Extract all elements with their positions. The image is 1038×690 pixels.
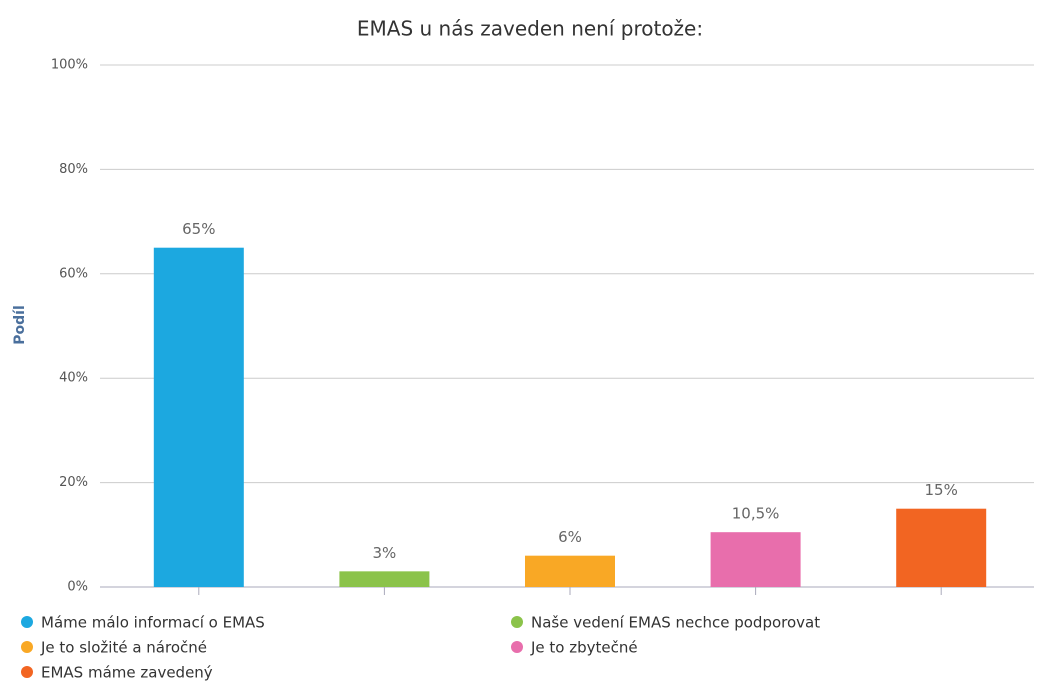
bar xyxy=(339,571,430,587)
value-label: 10,5% xyxy=(732,505,780,523)
value-label: 15% xyxy=(925,481,958,499)
bar xyxy=(896,508,987,587)
legend-label: Je to složité a náročné xyxy=(40,639,207,657)
y-tick-label: 80% xyxy=(59,162,88,177)
legend-label: EMAS máme zavedený xyxy=(41,664,213,682)
y-tick-label: 40% xyxy=(59,371,88,386)
legend-swatch xyxy=(21,641,33,653)
legend-label: Máme málo informací o EMAS xyxy=(41,614,265,632)
y-tick-label: 60% xyxy=(59,266,88,281)
value-label: 6% xyxy=(558,528,582,546)
legend-label: Naše vedení EMAS nechce podporovat xyxy=(531,614,820,632)
bar xyxy=(525,555,615,587)
legend-swatch xyxy=(21,616,33,628)
y-axis-label: Podíl xyxy=(12,305,28,345)
bar xyxy=(710,532,801,587)
bar xyxy=(153,247,244,587)
y-tick-label: 20% xyxy=(59,475,88,490)
value-label: 65% xyxy=(182,220,215,238)
legend-label: Je to zbytečné xyxy=(530,639,638,657)
legend-swatch xyxy=(21,666,33,678)
y-tick-label: 0% xyxy=(67,580,88,595)
legend-swatch xyxy=(511,641,523,653)
value-label: 3% xyxy=(373,544,397,562)
legend-swatch xyxy=(511,616,523,628)
y-tick-label: 100% xyxy=(51,58,88,73)
chart-title: EMAS u nás zaveden není protože: xyxy=(357,17,703,41)
